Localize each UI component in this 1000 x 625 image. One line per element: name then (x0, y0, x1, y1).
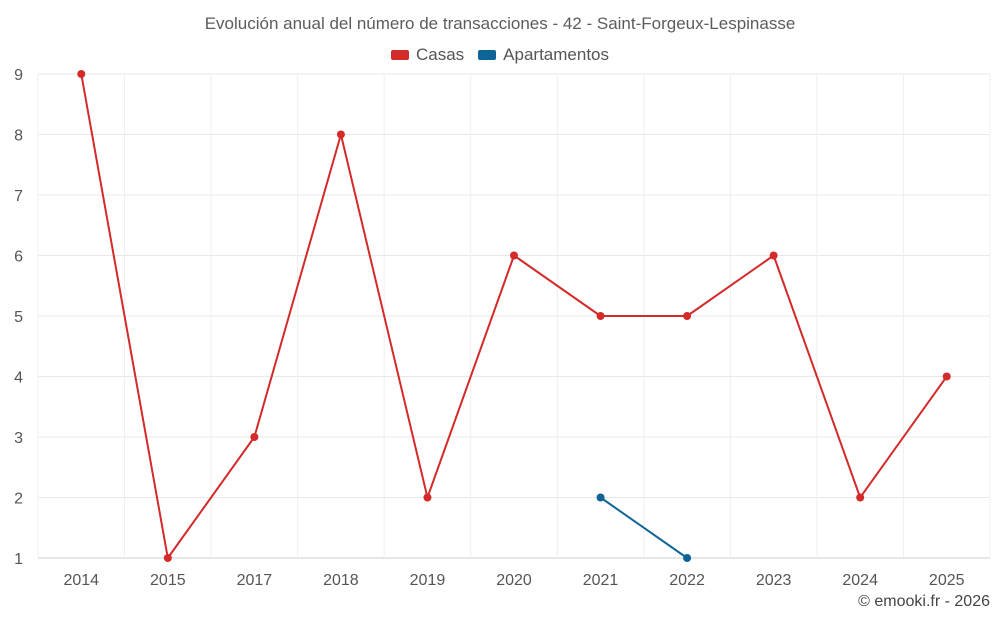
data-point-casas[interactable] (510, 251, 518, 260)
legend-label-apartamentos: Apartamentos (503, 45, 610, 64)
series-line-apartamentos (599, 496, 688, 559)
y-tick-label: 4 (14, 370, 23, 387)
x-tick-label: 2018 (323, 572, 359, 589)
y-tick-label: 8 (14, 128, 23, 145)
x-tick-label: 2025 (929, 572, 965, 589)
legend-swatch-apartamentos (478, 50, 497, 60)
data-point-casas[interactable] (856, 493, 865, 502)
legend-label-casas: Casas (415, 45, 465, 64)
y-tick-label: 2 (14, 491, 23, 508)
legend-swatch-casas (390, 50, 409, 60)
x-tick-label: 2014 (63, 572, 99, 589)
y-tick-label: 1 (14, 551, 23, 568)
x-tick-label: 2019 (410, 572, 446, 589)
credit-text: © emooki.fr - 2026 (858, 593, 990, 610)
data-point-casas[interactable] (769, 251, 778, 260)
data-point-casas[interactable] (77, 70, 86, 78)
y-tick-label: 7 (14, 188, 23, 205)
x-tick-label: 2015 (150, 572, 186, 589)
legend-item-apartamentos[interactable]: Apartamentos (478, 45, 609, 65)
data-point-casas[interactable] (336, 130, 345, 139)
legend-item-casas[interactable]: Casas (390, 45, 465, 65)
x-tick-label: 2024 (842, 572, 878, 589)
chart-title: Evolución anual del número de transaccio… (204, 14, 796, 33)
y-tick-label: 3 (14, 430, 23, 447)
data-point-casas[interactable] (942, 372, 951, 381)
x-tick-label: 2021 (583, 572, 619, 589)
data-point-casas[interactable] (683, 312, 692, 320)
x-tick-label: 2020 (496, 572, 532, 589)
x-tick-label: 2017 (237, 572, 273, 589)
y-tick-label: 5 (14, 309, 23, 326)
data-point-casas[interactable] (163, 554, 172, 562)
y-tick-label: 9 (14, 67, 23, 84)
x-tick-label: 2023 (756, 572, 792, 589)
y-tick-label: 6 (14, 249, 23, 266)
chart-legend: Casas Apartamentos (0, 45, 1000, 65)
x-tick-label: 2022 (669, 572, 705, 589)
data-point-apartamentos[interactable] (683, 554, 692, 562)
data-point-apartamentos[interactable] (596, 493, 605, 502)
data-point-casas[interactable] (250, 433, 259, 441)
data-point-casas[interactable] (423, 493, 432, 502)
data-point-casas[interactable] (596, 312, 605, 320)
